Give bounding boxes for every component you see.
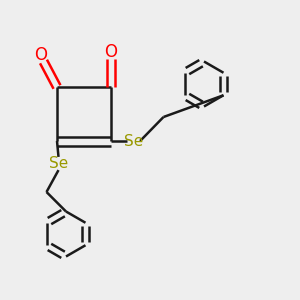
Text: O: O [104, 43, 118, 61]
Text: Se: Se [124, 134, 143, 148]
Text: O: O [34, 46, 48, 64]
Text: Se: Se [49, 156, 68, 171]
